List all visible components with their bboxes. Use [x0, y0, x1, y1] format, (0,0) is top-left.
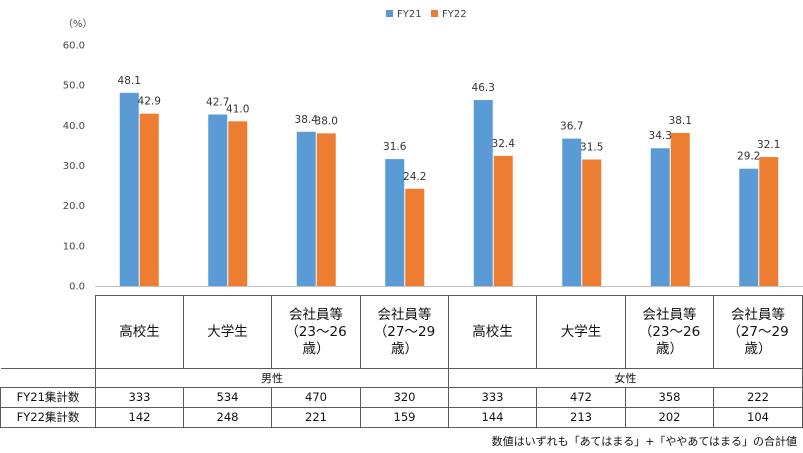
- data-label: 42.7: [206, 96, 229, 108]
- count-cell: 104: [713, 407, 803, 428]
- category-label: 会社員等 （23～26 歳）: [625, 295, 714, 369]
- category-label: 大学生: [183, 295, 272, 369]
- data-label: 42.9: [138, 96, 161, 108]
- footnote: 数値はいずれも「あてはまる」+「ややあてはまる」の合計値: [491, 435, 797, 448]
- category-label: 会社員等 （27～29 歳）: [360, 295, 449, 369]
- bar-fy22: [670, 132, 690, 286]
- legend-label: FY21: [397, 9, 422, 20]
- bar-fy22: [228, 121, 248, 286]
- y-tick-label: 20.0: [63, 201, 85, 212]
- count-cell: 472: [536, 387, 626, 408]
- bar-fy22: [316, 133, 336, 286]
- y-tick-label: 0.0: [69, 282, 85, 293]
- row-header-fy21: FY21集計数: [0, 387, 96, 408]
- category-label: 会社員等 （27～29 歳）: [713, 295, 803, 369]
- group-row: 男性 女性: [0, 368, 803, 388]
- count-cell: 358: [625, 387, 714, 408]
- data-label: 24.2: [403, 171, 426, 183]
- count-cell: 142: [95, 407, 184, 428]
- bar-fy22: [493, 155, 513, 286]
- y-tick-label: 50.0: [63, 81, 85, 92]
- y-axis-ticks: 0.0 10.0 20.0 30.0 40.0 50.0 60.0: [63, 41, 85, 293]
- data-label: 31.5: [580, 141, 603, 153]
- category-label: 会社員等 （23～26 歳）: [271, 295, 361, 369]
- data-label: 38.1: [669, 115, 692, 127]
- table-corner: [0, 368, 96, 388]
- data-label: 38.0: [315, 115, 338, 127]
- data-label: 31.6: [383, 141, 407, 153]
- bar-fy21: [739, 168, 759, 286]
- bar-fy21: [296, 131, 316, 286]
- count-cell: 213: [536, 407, 626, 428]
- bars: [119, 92, 779, 286]
- category-label: 高校生: [448, 295, 537, 369]
- bar-fy21: [562, 138, 582, 286]
- count-cell: 333: [448, 387, 537, 408]
- legend: FY21 FY22: [386, 9, 467, 20]
- legend-label: FY22: [442, 9, 467, 20]
- count-cell: 534: [183, 387, 272, 408]
- count-cell: 470: [271, 387, 361, 408]
- table-row: FY22集計数 142 248 221 159 144 213 202 104: [0, 407, 803, 428]
- table-row: FY21集計数 333 534 470 320 333 472 358 222: [0, 387, 803, 408]
- data-label: 46.3: [472, 82, 495, 94]
- y-axis-unit-label: （%）: [63, 18, 93, 30]
- count-cell: 202: [625, 407, 714, 428]
- group-label-female: 女性: [448, 368, 803, 388]
- y-tick-label: 30.0: [63, 161, 85, 172]
- count-cell: 248: [183, 407, 272, 428]
- data-label: 29.2: [737, 151, 760, 163]
- data-label: 32.1: [757, 139, 780, 151]
- y-tick-label: 40.0: [63, 121, 85, 132]
- category-label: 高校生: [95, 295, 184, 369]
- data-label: 32.4: [492, 138, 516, 150]
- bar-fy21: [650, 148, 670, 286]
- count-cell: 320: [360, 387, 449, 408]
- count-cell: 144: [448, 407, 537, 428]
- category-row: 高校生 大学生 会社員等 （23～26 歳） 会社員等 （27～29 歳） 高校…: [0, 295, 803, 369]
- bar-fy21: [208, 114, 228, 286]
- bar-fy21: [385, 159, 405, 286]
- bar-fy22: [759, 157, 779, 286]
- count-cell: 222: [713, 387, 803, 408]
- y-tick-label: 60.0: [63, 41, 85, 52]
- data-label: 38.4: [295, 114, 319, 126]
- legend-swatch: [386, 10, 393, 17]
- bar-fy22: [139, 113, 159, 286]
- data-label: 36.7: [560, 121, 583, 133]
- count-cell: 159: [360, 407, 449, 428]
- group-label-male: 男性: [95, 368, 449, 388]
- table-corner: [0, 295, 96, 369]
- data-label: 48.1: [118, 75, 141, 87]
- bar-chart: FY21 FY22 （%） 0.0 10.0 20.0 30.0 40.0 50.0 60.0…: [63, 9, 803, 293]
- bar-fy21: [473, 100, 493, 286]
- bar-fy21: [119, 92, 139, 286]
- category-label: 大学生: [536, 295, 626, 369]
- bar-fy22: [582, 159, 602, 286]
- legend-swatch: [431, 10, 438, 17]
- category-data-table: 高校生 大学生 会社員等 （23～26 歳） 会社員等 （27～29 歳） 高校…: [0, 295, 803, 428]
- data-labels: 48.1 42.7 38.4 31.6 46.3 36.7 34.3 29.2 42.9 41.0…: [118, 75, 781, 183]
- data-label: 41.0: [226, 103, 249, 115]
- count-cell: 333: [95, 387, 184, 408]
- y-tick-label: 10.0: [63, 241, 85, 252]
- data-label: 34.3: [649, 130, 672, 142]
- bar-fy22: [405, 188, 425, 286]
- row-header-fy22: FY22集計数: [0, 407, 96, 428]
- count-cell: 221: [271, 407, 361, 428]
